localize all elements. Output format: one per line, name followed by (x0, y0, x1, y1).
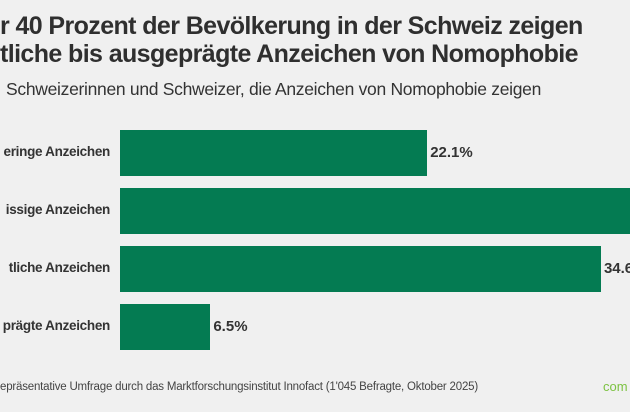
value-label: 22.1% (430, 144, 473, 161)
source-footnote: epräsentative Umfrage durch das Marktfor… (0, 381, 478, 393)
bar (120, 188, 630, 234)
value-label: 34.6% (603, 260, 630, 277)
category-label: tliche Anzeichen (8, 260, 111, 275)
chart-title-line-2: tliche bis ausgeprägte Anzeichen von Nom… (0, 40, 579, 68)
brand-logo: com (603, 379, 628, 394)
value-label: 6.5% (213, 318, 248, 335)
bar (120, 304, 211, 350)
category-label: eringe Anzeichen (3, 144, 111, 159)
category-label: issige Anzeichen (5, 202, 111, 217)
bar (120, 246, 601, 292)
bar (120, 130, 428, 176)
chart-subtitle: Schweizerinnen und Schweizer, die Anzeic… (6, 79, 542, 99)
category-label: prägte Anzeichen (2, 318, 111, 333)
chart-title-line-1: r 40 Prozent der Bevölkerung in der Schw… (0, 12, 583, 40)
